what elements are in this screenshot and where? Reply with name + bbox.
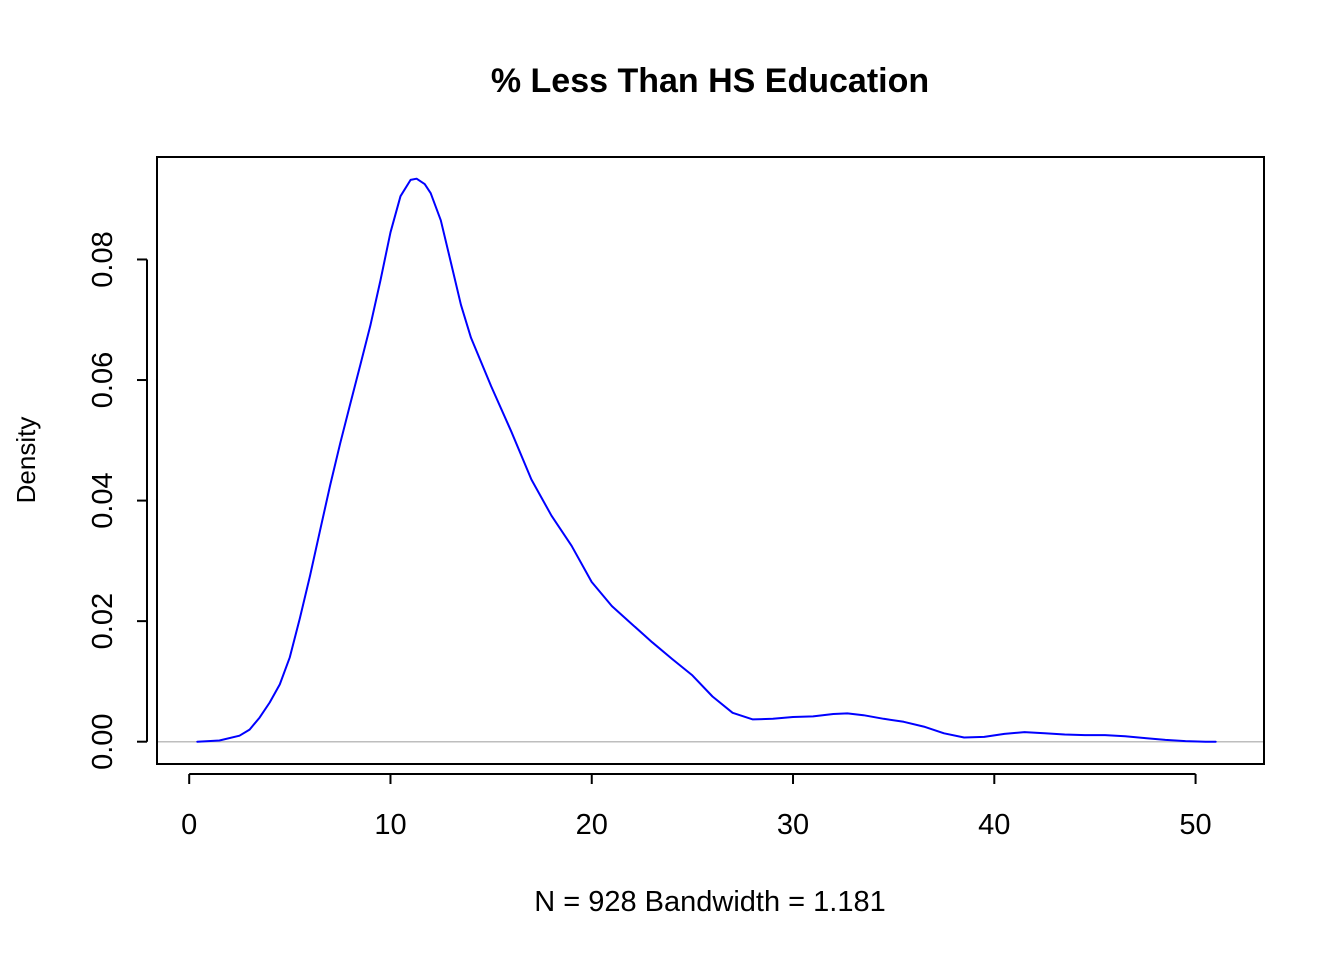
density-series [196, 177, 1217, 743]
y-tick-label: 0.06 [87, 352, 119, 408]
y-tick-label: 0.02 [87, 593, 119, 649]
x-tick-label: 50 [1179, 809, 1211, 841]
x-axis-label: N = 928 Bandwidth = 1.181 [534, 886, 885, 918]
x-tick-label: 20 [576, 809, 608, 841]
y-axis-label: Density [11, 417, 41, 504]
plot-frame [156, 156, 1265, 765]
y-tick-label: 0.00 [87, 713, 119, 769]
density-curve [196, 177, 1217, 743]
x-tick-label: 0 [181, 809, 197, 841]
x-tick-label: 10 [374, 809, 406, 841]
y-tick-label: 0.04 [87, 472, 119, 528]
x-tick-label: 30 [777, 809, 809, 841]
x-tick-label: 40 [978, 809, 1010, 841]
chart-title: % Less Than HS Education [491, 62, 929, 100]
x-axis: 0 10 20 30 40 50 [181, 773, 1212, 841]
y-tick-label: 0.08 [87, 231, 119, 287]
y-axis: 0.00 0.02 0.04 0.06 0.08 [87, 231, 148, 770]
